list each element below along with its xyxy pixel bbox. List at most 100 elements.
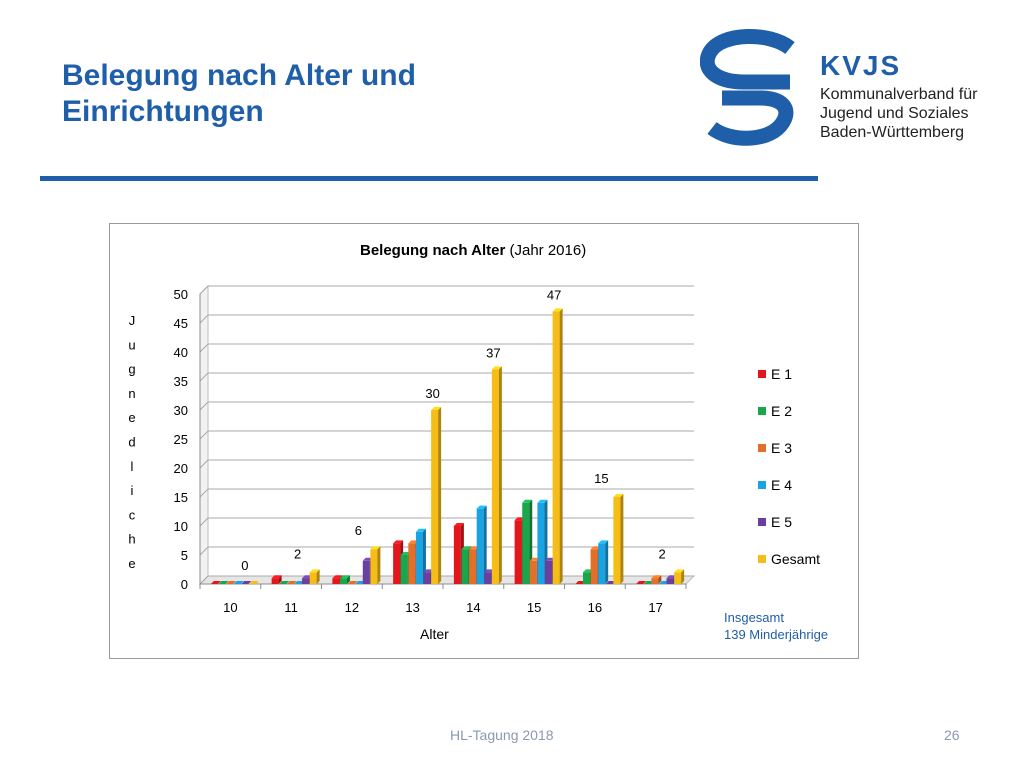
y-axis-label-char: h xyxy=(128,532,135,547)
bar-top xyxy=(666,575,677,579)
bar-top xyxy=(514,517,525,521)
bar-top xyxy=(241,581,252,584)
bar-e4-12 xyxy=(355,581,366,584)
gridline xyxy=(199,430,694,440)
gridline xyxy=(199,459,694,469)
gridline xyxy=(199,285,694,295)
data-label: 2 xyxy=(294,546,301,561)
legend-item-e3: E 3 xyxy=(758,440,792,456)
title-divider xyxy=(40,176,818,181)
data-label: 30 xyxy=(425,386,439,401)
bar-e3-12 xyxy=(347,581,358,584)
bar-front xyxy=(423,572,431,584)
bar-side xyxy=(605,540,609,584)
bar-top xyxy=(522,499,533,503)
gridline xyxy=(199,343,694,353)
y-tick-label: 5 xyxy=(181,548,188,563)
bar-top xyxy=(461,546,472,550)
bar-e4-14 xyxy=(476,505,487,584)
bar-top xyxy=(674,569,685,573)
bar-e1-11 xyxy=(271,575,282,584)
bar-e4-13 xyxy=(415,528,426,584)
y-axis-label-char: u xyxy=(128,337,135,352)
y-axis-label-char: i xyxy=(131,483,134,498)
bar-front xyxy=(332,578,340,584)
bar-front xyxy=(453,526,461,584)
bar-e1-10 xyxy=(210,581,221,584)
bar-front xyxy=(302,578,310,584)
bar-front xyxy=(537,502,545,584)
y-tick-label: 50 xyxy=(174,287,188,302)
x-tick-label: 11 xyxy=(284,600,298,615)
bar-top xyxy=(302,575,313,579)
legend: E 1 E 2 E 3 E 4 E 5 Gesamt xyxy=(758,366,820,567)
bar-top xyxy=(408,540,419,544)
data-label: 47 xyxy=(547,287,561,302)
bar-front xyxy=(309,572,317,584)
bar-front xyxy=(529,560,537,584)
x-axis-label: Alter xyxy=(420,626,449,642)
bar-front xyxy=(362,560,370,584)
bar-front xyxy=(415,531,423,584)
kvjs-logo: KVJS Kommunalverband für Jugend und Sozi… xyxy=(699,28,990,148)
bar-front xyxy=(469,549,477,584)
bar-top xyxy=(613,494,624,497)
data-label: 37 xyxy=(486,345,500,360)
bar-side xyxy=(498,366,502,584)
bar-front xyxy=(674,572,682,584)
legend-label: E 5 xyxy=(771,514,792,530)
bar-e1-17 xyxy=(636,581,647,584)
bar-top xyxy=(226,581,237,584)
y-tick-label: 20 xyxy=(174,461,188,476)
bar-top xyxy=(294,581,305,584)
bar-e4-16 xyxy=(598,540,609,584)
slide-title-line-1: Belegung nach Alter und xyxy=(62,59,416,92)
total-note-line-2: 139 Minderjährige xyxy=(724,627,828,642)
bar-top xyxy=(332,575,343,579)
bar-front xyxy=(400,555,408,584)
bar-e2-17 xyxy=(643,581,654,584)
y-tick-label: 40 xyxy=(174,345,188,360)
footer-event: HL-Tagung 2018 xyxy=(450,727,554,743)
data-label: 0 xyxy=(241,558,248,573)
legend-swatch xyxy=(758,518,766,526)
bar-top xyxy=(279,581,290,584)
bar-top xyxy=(651,575,662,579)
bar-top xyxy=(476,505,487,509)
y-axis-label-char: d xyxy=(128,435,135,450)
bar-e2-12 xyxy=(339,575,350,584)
bar-side xyxy=(377,546,381,584)
bar-front xyxy=(491,369,499,584)
bar-gesamt-16 xyxy=(613,494,624,584)
bar-top xyxy=(590,546,601,550)
gridline xyxy=(199,488,694,498)
bar-top xyxy=(210,581,221,584)
legend-swatch xyxy=(758,407,766,415)
bar-top xyxy=(636,581,647,584)
gridline xyxy=(199,314,694,324)
bar-front xyxy=(514,520,522,584)
legend-item-gesamt: Gesamt xyxy=(758,551,820,567)
bar-top xyxy=(552,308,563,312)
bar-side xyxy=(620,494,624,584)
bar-side xyxy=(346,575,350,584)
kvjs-swirl-icon xyxy=(699,29,795,146)
bar-top xyxy=(248,581,259,584)
bar-top xyxy=(355,581,366,584)
logo-brand: KVJS xyxy=(820,50,902,81)
legend-item-e4: E 4 xyxy=(758,477,792,493)
gridline xyxy=(199,372,694,382)
bar-front xyxy=(590,549,598,584)
bar-top xyxy=(347,581,358,584)
bar-front xyxy=(393,543,401,584)
bar-top xyxy=(598,540,609,544)
chart-title-suffix: (Jahr 2016) xyxy=(505,242,586,259)
bar-top xyxy=(423,569,434,573)
bar-top xyxy=(658,581,669,584)
bar-front xyxy=(476,508,484,584)
legend-item-e1: E 1 xyxy=(758,366,792,382)
bar-top xyxy=(582,569,593,573)
bar-top xyxy=(453,523,464,526)
bar-side xyxy=(658,575,662,584)
